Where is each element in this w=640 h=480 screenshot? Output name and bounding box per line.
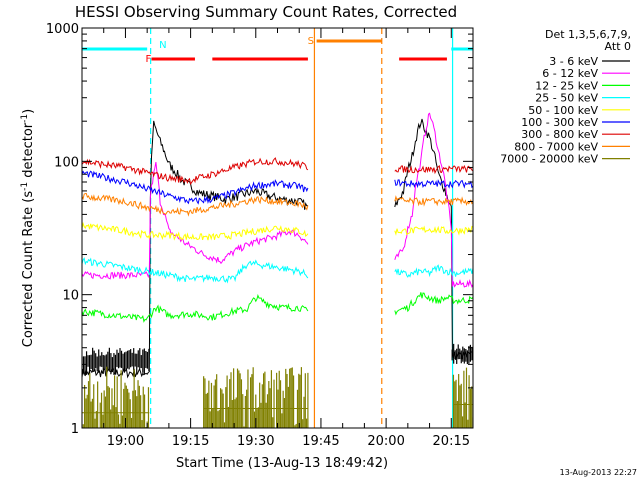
series-25-50keV [82, 257, 473, 284]
legend-label-7: 800 - 7000 keV [514, 140, 598, 153]
series-6-12keV [82, 112, 473, 288]
series-line-7-0 [82, 192, 309, 217]
x-tick-label-1915: 19:15 [172, 434, 209, 449]
series-12-25keV [82, 292, 473, 323]
series-800-7000keV [82, 192, 473, 217]
series-line-7-1 [394, 195, 473, 207]
x-tick-label-2000: 20:00 [367, 434, 404, 449]
series-line-5-1 [394, 179, 473, 189]
flag-label-S: S [308, 36, 314, 47]
x-axis-label: Start Time (13-Aug-13 18:49:42) [176, 456, 388, 471]
y-tick-label-100: 100 [54, 155, 79, 170]
series-100-300keV [82, 170, 473, 205]
series-line-4-0 [82, 221, 309, 241]
legend-label-8: 7000 - 20000 keV [500, 153, 598, 166]
series-line-1-0 [82, 162, 309, 280]
x-tick-label-1930: 19:30 [237, 434, 274, 449]
x-tick-label-1945: 19:45 [302, 434, 339, 449]
x-tick-label-2015: 20:15 [433, 434, 470, 449]
date-stamp: 13-Aug-2013 22:27 [560, 468, 637, 477]
flag-label-N: N [159, 40, 166, 51]
y-tick-label-1000: 1000 [46, 22, 79, 37]
series-line-2-0 [82, 294, 309, 323]
legend-label-1: 6 - 12 keV [542, 67, 598, 80]
series-line-4-1 [394, 225, 473, 236]
series-300-800keV [82, 157, 473, 186]
legend-label-2: 12 - 25 keV [535, 79, 598, 92]
series-50-100keV [82, 221, 473, 241]
series-7000-20000keV [82, 366, 473, 428]
plot-area: FN S [82, 28, 473, 428]
chart-title: HESSI Observing Summary Count Rates, Cor… [75, 3, 457, 21]
series-line-2-1 [394, 292, 473, 316]
y-tick-label-10: 10 [62, 289, 79, 304]
y-tick-label-1: 1 [71, 422, 79, 437]
legend-label-0: 3 - 6 keV [549, 55, 598, 68]
series-line-3-0 [82, 257, 309, 284]
series-line-5-0 [82, 170, 309, 205]
legend-title-line2: Att 0 [605, 40, 631, 53]
series-line-6-1 [394, 164, 473, 175]
flag-label-F: F [146, 54, 152, 65]
series-line-1-1 [394, 112, 473, 288]
legend-label-5: 100 - 300 keV [521, 116, 598, 129]
series-line-0-1 [394, 118, 473, 360]
legend-title-line1: Det 1,3,5,6,7,9, [545, 28, 631, 41]
legend-label-4: 50 - 100 keV [528, 104, 598, 117]
series-line-6-0 [82, 157, 309, 186]
legend-label-3: 25 - 50 keV [535, 92, 598, 105]
series-3-6keV [82, 118, 473, 379]
series-line-0-0 [82, 120, 309, 379]
legend-label-6: 300 - 800 keV [521, 128, 598, 141]
x-tick-label-1900: 19:00 [107, 434, 144, 449]
y-axis-label: Corrected Count Rate (s-1 detector-1) [20, 109, 36, 347]
axes: 1 10 100 1000 19:00 19:15 19:30 19:45 20:00 20:15 [46, 22, 474, 449]
series-line-3-1 [394, 264, 473, 278]
